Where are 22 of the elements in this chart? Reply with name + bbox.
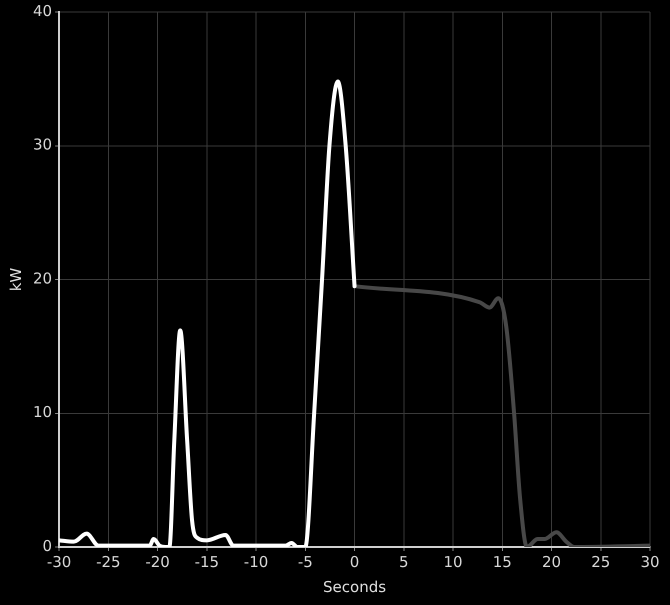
line-series (352, 284, 650, 547)
x-axis-title: Seconds (323, 578, 386, 596)
x-tick-label: -15 (194, 552, 220, 571)
x-tick-label: 20 (542, 552, 562, 571)
y-axis-title: kW (6, 268, 25, 292)
x-tick-label: 25 (591, 552, 610, 571)
line-series (59, 80, 357, 547)
y-tick-label: 20 (32, 269, 52, 288)
x-tick-label: 0 (350, 552, 360, 571)
x-tick-label: 5 (399, 552, 409, 571)
x-tick-label: -10 (244, 552, 268, 571)
x-tick-label: -25 (96, 552, 121, 571)
x-tick-label: 30 (640, 552, 660, 571)
x-tick-label: -5 (298, 552, 313, 571)
y-tick-label: 40 (32, 2, 52, 20)
x-tick-label: 15 (492, 552, 512, 571)
x-tick-label: 10 (443, 552, 463, 571)
x-tick-label: -30 (46, 552, 72, 571)
y-tick-label: 30 (32, 136, 52, 154)
x-tick-label: -20 (145, 552, 170, 571)
y-tick-label: 10 (32, 403, 52, 422)
y-tick-label: 0 (42, 536, 52, 555)
